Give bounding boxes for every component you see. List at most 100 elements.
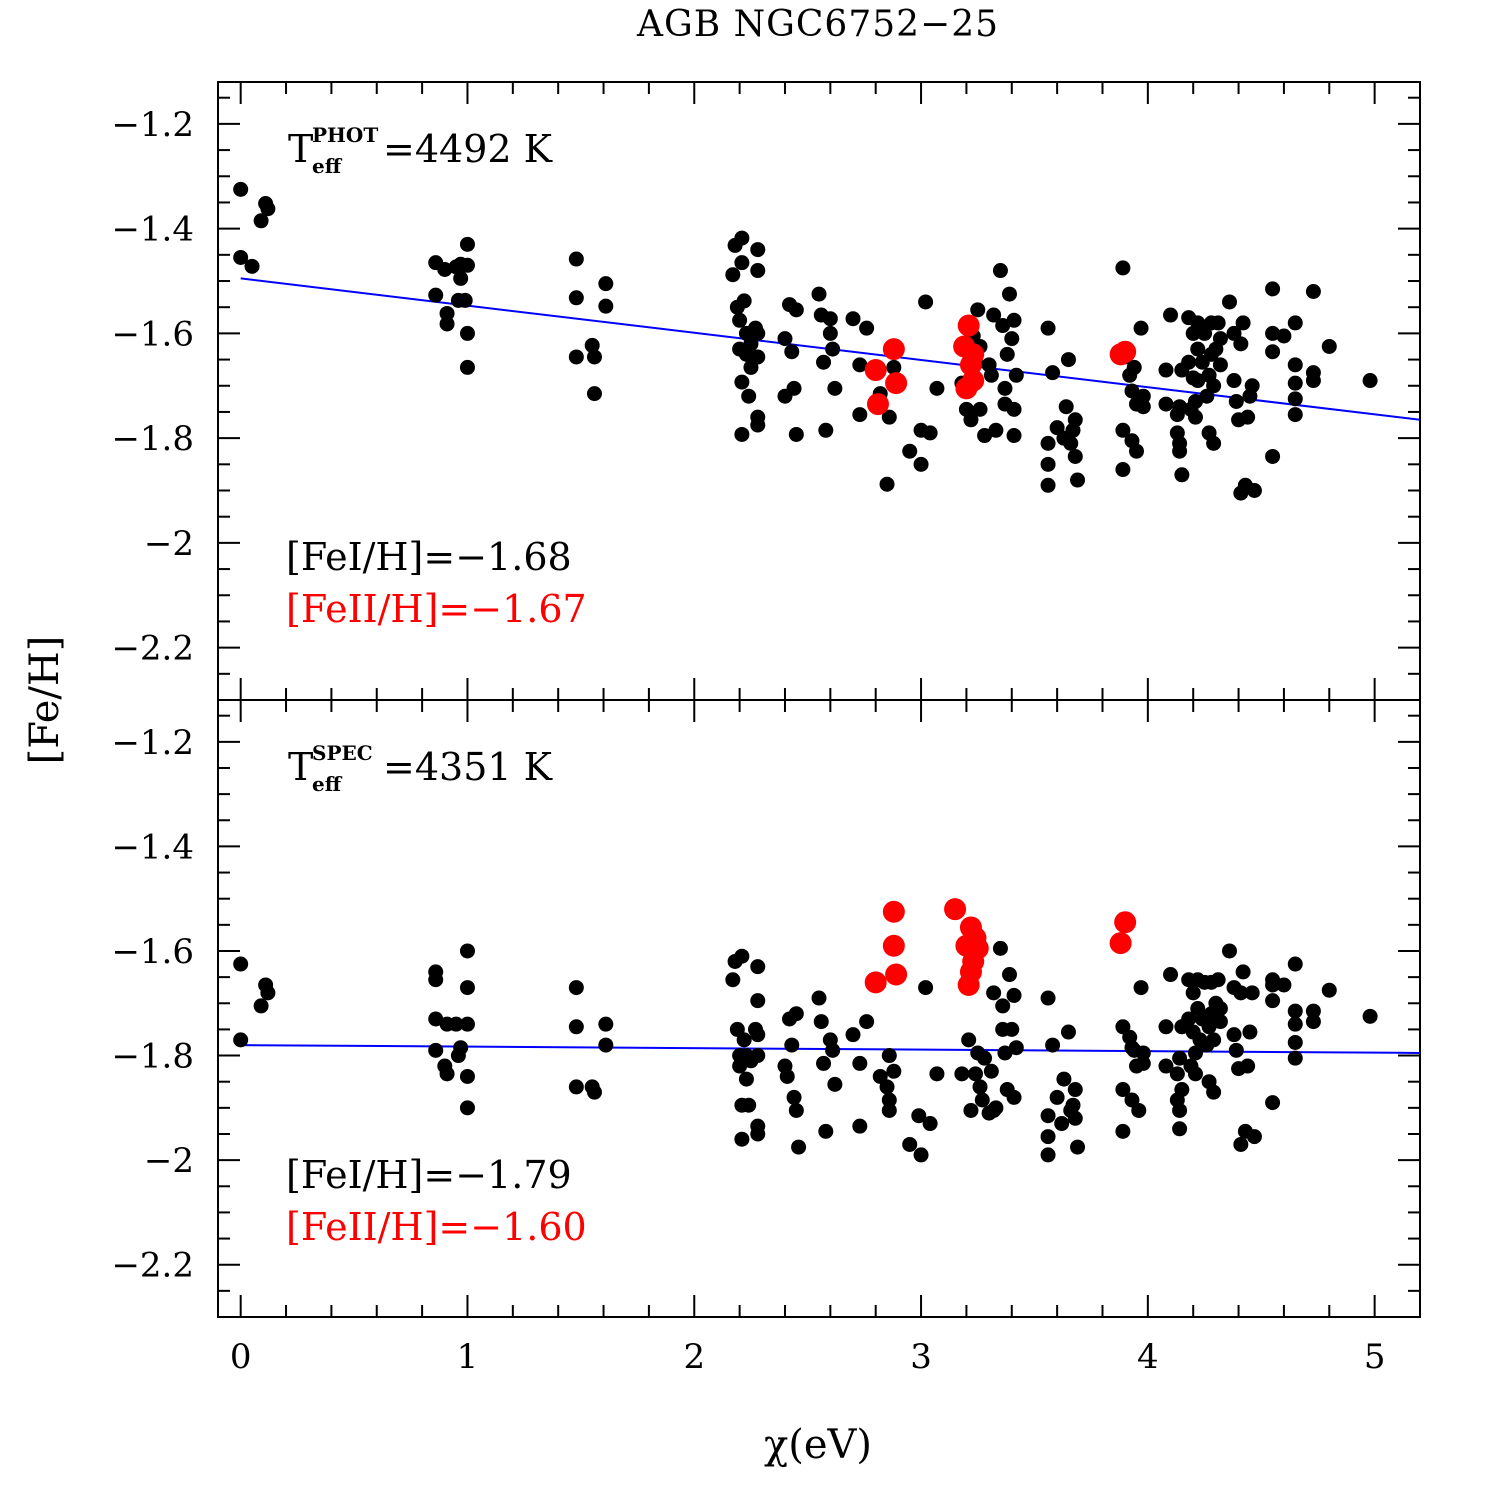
fe1-point: [1045, 1037, 1061, 1053]
fe1-point: [1187, 393, 1203, 409]
fe1-point: [1067, 412, 1083, 428]
fe1-abundance: [FeI/H]=−1.79: [286, 1153, 572, 1197]
fe1-point: [967, 1066, 983, 1082]
fe1-point: [584, 337, 600, 353]
fe1-point: [598, 298, 614, 314]
fe1-point: [997, 380, 1013, 396]
fe1-point: [1235, 964, 1251, 980]
fe1-point: [233, 181, 249, 197]
fe1-point: [825, 341, 841, 357]
fe1-point: [568, 1079, 584, 1095]
fe2-abundance: [FeII/H]=−1.60: [286, 1205, 587, 1249]
fe1-point: [777, 331, 793, 347]
fe1-point: [1206, 1084, 1222, 1100]
fe1-point: [791, 1139, 807, 1155]
fe1-point: [995, 318, 1011, 334]
fe1-point: [1060, 352, 1076, 368]
fe1-point: [1133, 320, 1149, 336]
fe1-point: [1115, 260, 1131, 276]
fe1-point: [459, 257, 475, 273]
x-tick-label: 0: [230, 1337, 252, 1377]
fe1-point: [1305, 283, 1321, 299]
fe1-point: [1006, 428, 1022, 444]
fe1-point: [992, 263, 1008, 279]
fe1-point: [827, 1076, 843, 1092]
fe1-point: [428, 1011, 444, 1027]
fe1-point: [788, 302, 804, 318]
fe1-point: [1221, 943, 1237, 959]
fe1-point: [568, 251, 584, 267]
fe1-point: [1240, 409, 1256, 425]
fe1-point: [1067, 448, 1083, 464]
fe1-point: [881, 1048, 897, 1064]
fe1-point: [827, 380, 843, 396]
fe1-point: [1246, 1129, 1262, 1145]
fe2-point: [885, 963, 908, 986]
fe1-point: [1185, 985, 1201, 1001]
fe1-point: [457, 292, 473, 308]
fe1-point: [1287, 1016, 1303, 1032]
fe1-point: [598, 1016, 614, 1032]
y-tick-label: −1.6: [111, 314, 194, 354]
fe1-point: [929, 1066, 945, 1082]
fe1-point: [1287, 315, 1303, 331]
fe1-point: [750, 325, 766, 341]
fe1-point: [1169, 1066, 1185, 1082]
fe1-point: [1129, 443, 1145, 459]
fe1-point: [1321, 338, 1337, 354]
fe1-point: [1201, 1019, 1217, 1035]
fe1-point: [734, 255, 750, 271]
fe1-point: [1265, 977, 1281, 993]
fe1-point: [233, 956, 249, 972]
fe1-point: [1212, 357, 1228, 373]
x-tick-label: 1: [457, 1337, 479, 1377]
fe1-point: [1210, 315, 1226, 331]
fe1-point: [983, 367, 999, 383]
fe1-point: [818, 1123, 834, 1139]
fe1-point: [1276, 977, 1292, 993]
fe1-point: [736, 293, 752, 309]
fe1-point: [1265, 448, 1281, 464]
y-tick-label: −2.2: [111, 629, 194, 669]
y-tick-label: −1.4: [111, 827, 194, 867]
fe1-point: [881, 1102, 897, 1118]
x-tick-label: 3: [910, 1337, 932, 1377]
fe1-point: [1321, 982, 1337, 998]
fe1-point: [725, 972, 741, 988]
teff-subscript: eff: [312, 772, 343, 796]
fe1-point: [972, 401, 988, 417]
fe1-point: [453, 270, 469, 286]
x-tick-label: 5: [1364, 1337, 1386, 1377]
fe1-point: [1070, 1139, 1086, 1155]
fe2-point: [885, 372, 908, 395]
fe1-point: [972, 1079, 988, 1095]
fe1-point: [1265, 281, 1281, 297]
fe1-point: [1172, 1050, 1188, 1066]
fe2-point: [1109, 932, 1132, 955]
fe1-point: [750, 349, 766, 365]
fe1-point: [568, 980, 584, 996]
fe2-point: [882, 900, 905, 923]
fe1-point: [1063, 435, 1079, 451]
fe1-point: [1221, 294, 1237, 310]
fe1-point: [983, 1063, 999, 1079]
fe1-point: [852, 1118, 868, 1134]
fe1-point: [459, 236, 475, 252]
fe1-point: [1040, 456, 1056, 472]
fe1-point: [902, 1136, 918, 1152]
fe1-point: [1212, 1014, 1228, 1030]
fe1-point: [929, 380, 945, 396]
fe1-point: [459, 325, 475, 341]
fe1-point: [1135, 388, 1151, 404]
fe1-point: [734, 1131, 750, 1147]
fe1-point: [913, 456, 929, 472]
fe1-point: [1158, 1058, 1174, 1074]
fe1-point: [818, 422, 834, 438]
fe1-point: [1067, 1110, 1083, 1126]
teff-superscript: SPEC: [312, 741, 373, 765]
fe2-point: [1114, 340, 1137, 363]
fe1-point: [1228, 1042, 1244, 1058]
fe1-point: [1212, 331, 1228, 347]
